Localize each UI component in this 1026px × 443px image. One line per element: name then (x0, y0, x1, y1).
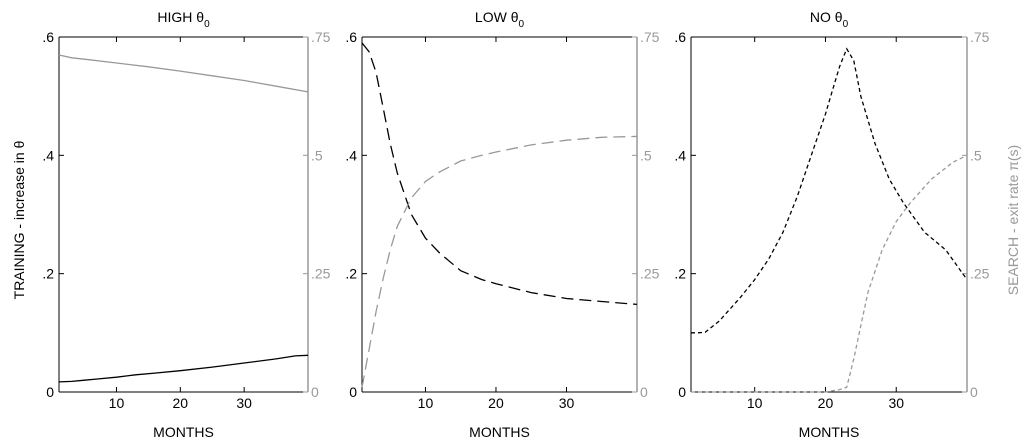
panel-title-subscript: 0 (843, 19, 849, 30)
panel-title: LOW θ0 (475, 9, 525, 30)
left-y-tick-label: .6 (674, 29, 686, 45)
x-tick-label: 20 (173, 395, 189, 411)
x-tick-label: 30 (559, 395, 575, 411)
x-tick-label: 10 (109, 395, 125, 411)
x-tick-label: 30 (236, 395, 252, 411)
training-line (361, 42, 638, 306)
left-y-tick-label: 0 (349, 384, 357, 400)
x-tick-label: 20 (488, 395, 504, 411)
left-y-tick-label: .6 (345, 29, 357, 45)
search-exit-rate-line (361, 135, 638, 388)
right-y-tick-label: .25 (970, 266, 990, 282)
right-y-tick-label: .5 (970, 147, 982, 163)
right-y-tick-label: 0 (640, 384, 648, 400)
x-tick-label: 10 (747, 395, 763, 411)
left-y-tick-label: .6 (42, 29, 54, 45)
x-tick-label: 30 (888, 395, 904, 411)
left-y-tick-label: .2 (674, 266, 686, 282)
right-y-tick-label: .75 (970, 29, 990, 45)
panel-title-text: HIGH θ (157, 9, 204, 25)
training-line (58, 354, 309, 383)
right-y-tick-label: .5 (311, 147, 323, 163)
left-axis-label: TRAINING - increase in θ (11, 140, 27, 299)
panel-title: NO θ0 (810, 9, 849, 30)
left-y-tick-label: .2 (42, 266, 54, 282)
search-exit-rate-line (58, 54, 309, 93)
left-y-tick-label: 0 (46, 384, 54, 400)
training-line (691, 47, 968, 334)
right-y-tick-label: .75 (640, 29, 660, 45)
right-y-tick-label: .25 (640, 266, 660, 282)
right-y-tick-label: .5 (640, 147, 652, 163)
right-y-tick-label: 0 (311, 384, 319, 400)
left-y-tick-label: .4 (345, 147, 357, 163)
right-axis-label: SEARCH - exit rate π(s) (1005, 145, 1021, 295)
x-axis-label: MONTHS (799, 424, 860, 440)
right-y-tick-label: 0 (970, 384, 978, 400)
panel-title-subscript: 0 (519, 19, 525, 30)
panel-title: HIGH θ0 (157, 9, 210, 30)
left-y-tick-label: 0 (678, 384, 686, 400)
panel-title-text: LOW θ (475, 9, 519, 25)
left-y-tick-label: .4 (42, 147, 54, 163)
panel-title-subscript: 0 (204, 19, 210, 30)
x-tick-label: 10 (418, 395, 434, 411)
left-y-tick-label: .2 (345, 266, 357, 282)
right-y-tick-label: .75 (311, 29, 331, 45)
x-axis-label: MONTHS (153, 424, 214, 440)
x-axis-label: MONTHS (469, 424, 530, 440)
panel-title-text: NO θ (810, 9, 843, 25)
left-y-tick-label: .4 (674, 147, 686, 163)
right-y-tick-label: .25 (311, 266, 331, 282)
search-exit-rate-line (691, 154, 968, 393)
x-tick-label: 20 (818, 395, 834, 411)
